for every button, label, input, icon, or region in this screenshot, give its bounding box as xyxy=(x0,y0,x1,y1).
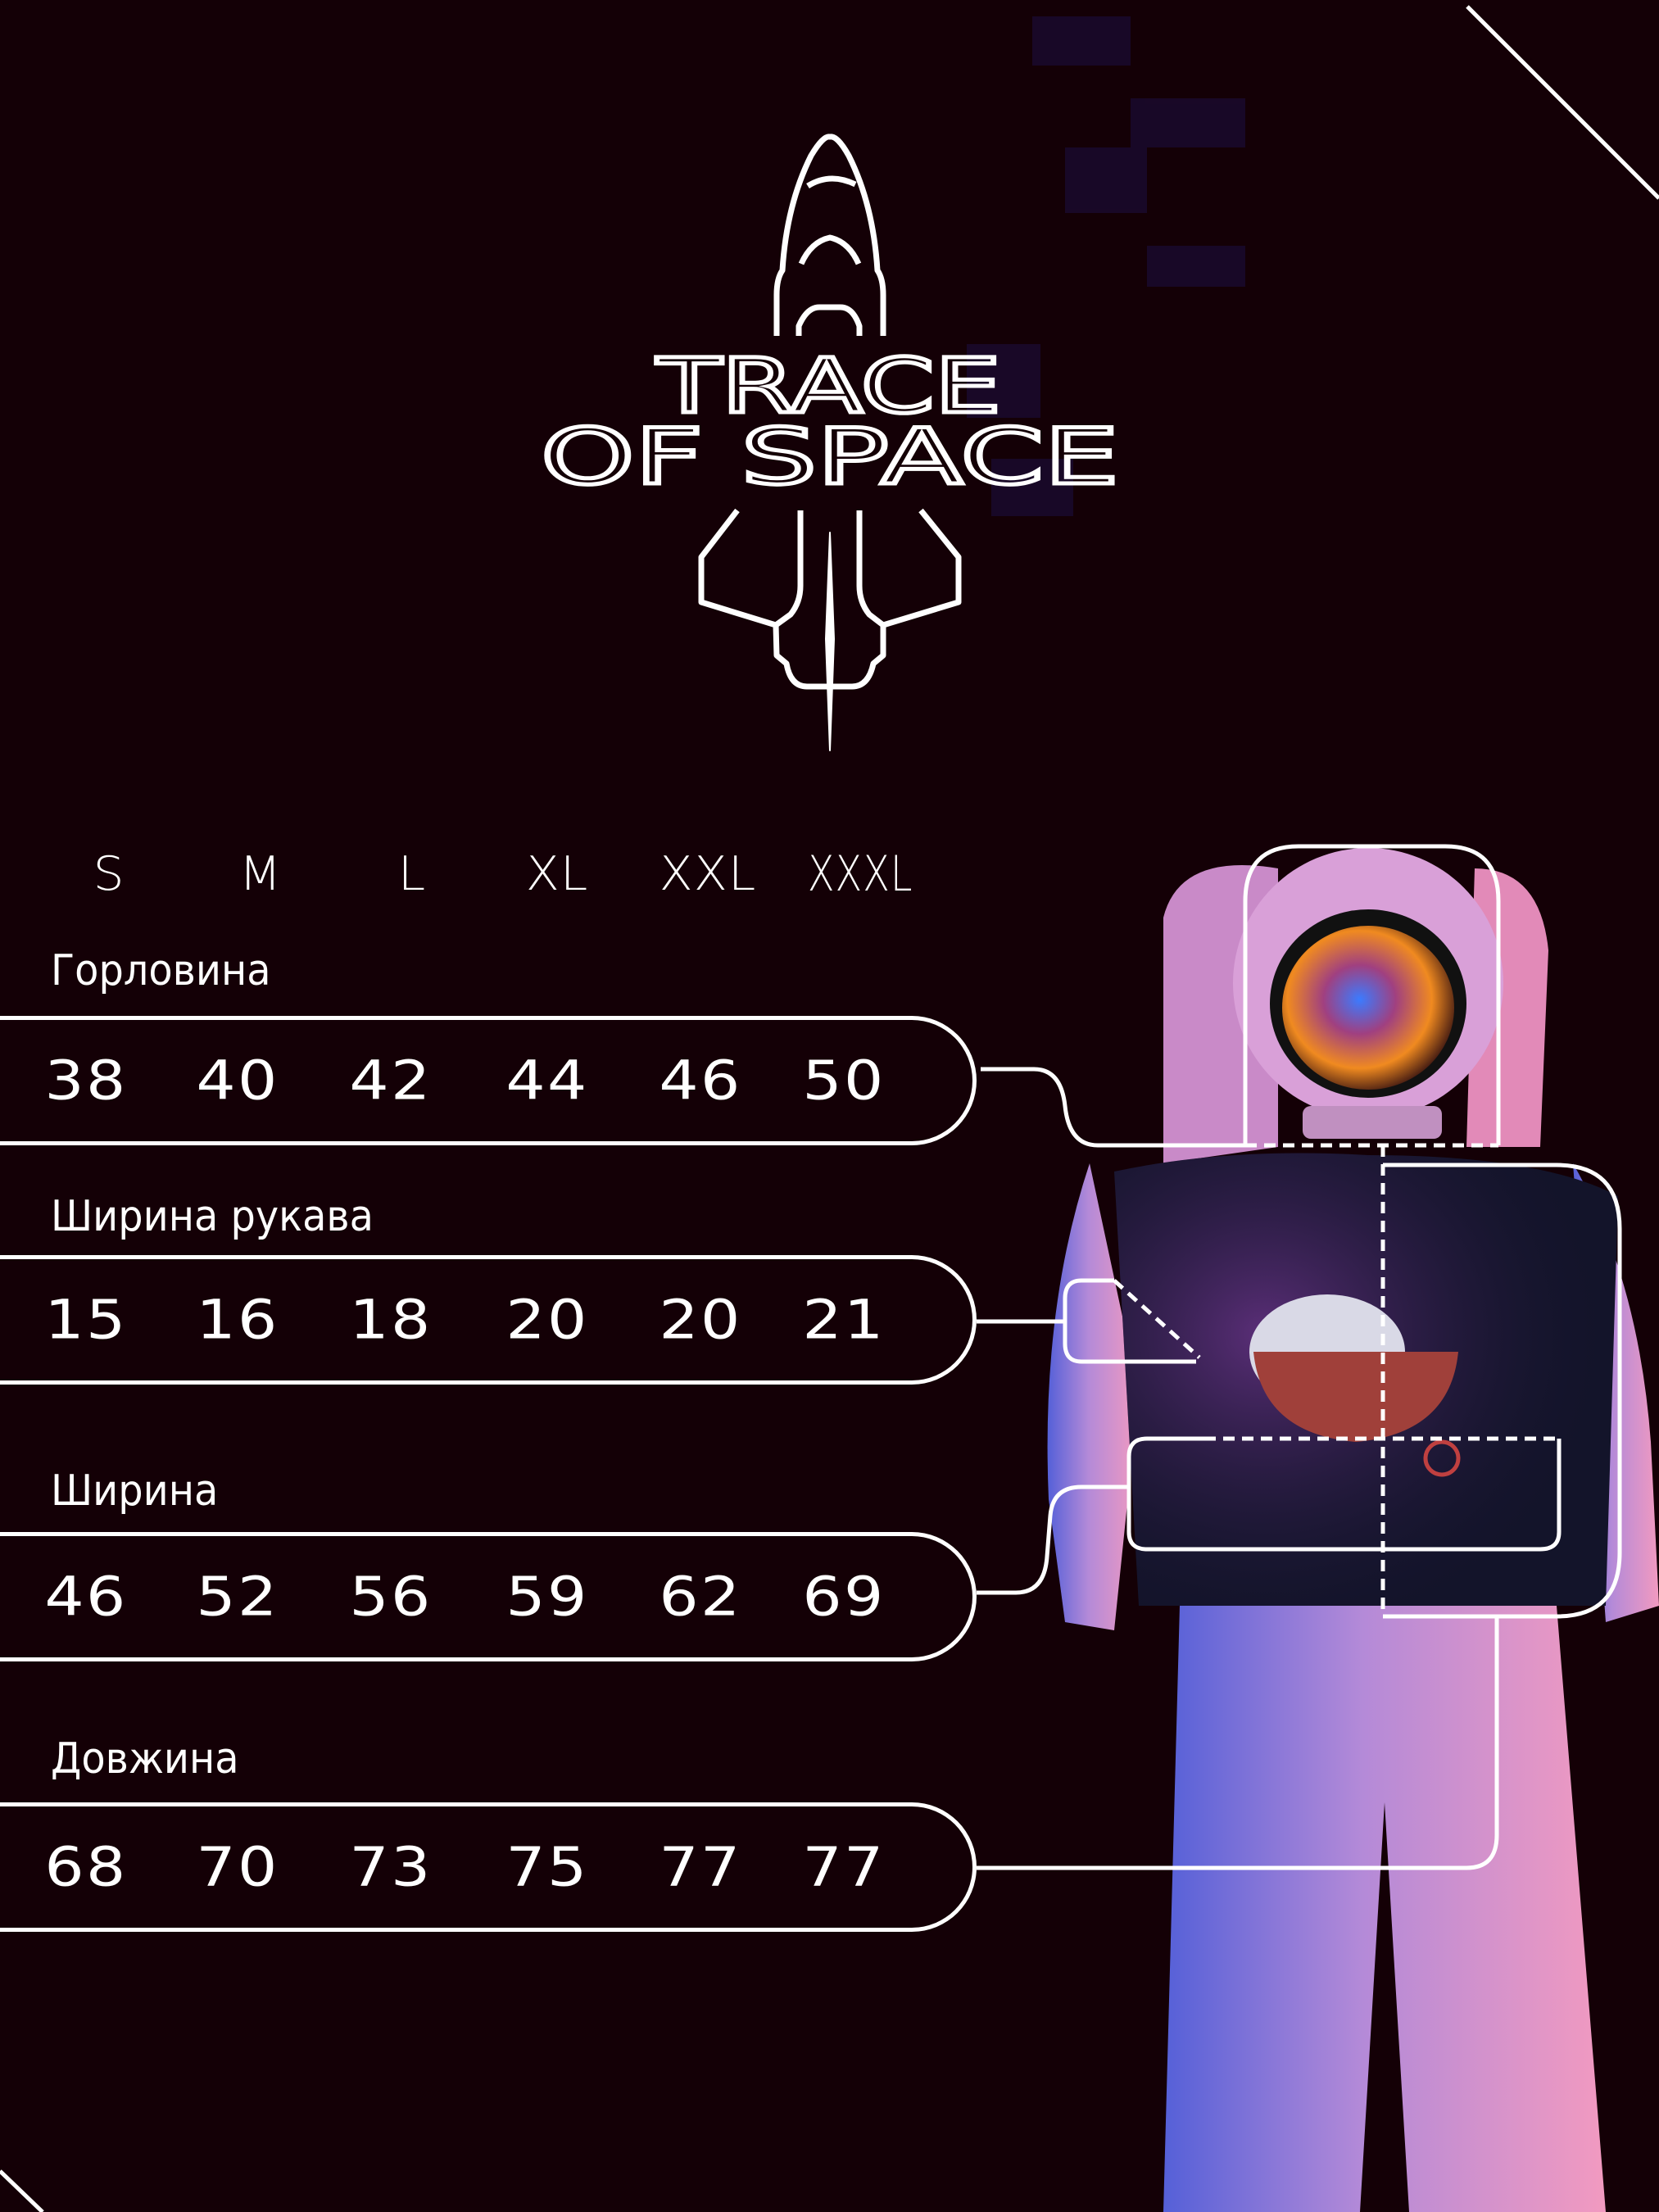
astronaut-image xyxy=(1047,848,1659,2212)
value: 56 xyxy=(349,1565,433,1629)
value: 40 xyxy=(196,1049,279,1113)
background-pattern xyxy=(967,16,1245,516)
neck-row: 38 40 42 44 46 50 xyxy=(0,1016,977,1145)
value: 77 xyxy=(659,1835,742,1899)
value: 73 xyxy=(349,1835,433,1899)
length-label: Довжина xyxy=(51,1734,239,1784)
value: 69 xyxy=(802,1565,886,1629)
value: 18 xyxy=(349,1288,433,1352)
measurement-guides xyxy=(977,844,1622,1870)
size-m: M xyxy=(238,846,283,902)
brand-line1: TRACE xyxy=(656,342,1001,430)
size-xl: XL xyxy=(525,846,589,902)
width-connector xyxy=(977,1484,1129,1595)
size-l: L xyxy=(397,846,427,902)
value: 44 xyxy=(505,1049,589,1113)
neck-guide-box xyxy=(1243,844,1501,1145)
neck-label: Горловина xyxy=(51,946,271,995)
value: 62 xyxy=(659,1565,742,1629)
value: 20 xyxy=(505,1288,589,1352)
value: 75 xyxy=(505,1835,589,1899)
value: 68 xyxy=(44,1835,128,1899)
value: 70 xyxy=(196,1835,279,1899)
value: 52 xyxy=(196,1565,279,1629)
width-guide-box xyxy=(1126,1436,1562,1552)
width-row: 46 52 56 59 62 69 xyxy=(0,1532,977,1661)
value: 21 xyxy=(802,1288,886,1352)
corner-line xyxy=(1466,5,1659,200)
value: 16 xyxy=(196,1288,279,1352)
chest-guide-box xyxy=(1383,1163,1622,1619)
sleeve-width-row: 15 16 18 20 20 21 xyxy=(0,1255,977,1385)
width-label: Ширина xyxy=(51,1466,219,1516)
value: 46 xyxy=(659,1049,742,1113)
value: 59 xyxy=(505,1565,589,1629)
value: 77 xyxy=(802,1835,886,1899)
brand-line2: OF SPACE xyxy=(541,413,1119,502)
value: 42 xyxy=(349,1049,433,1113)
size-xxl: XXL xyxy=(659,846,757,902)
length-row: 68 70 73 75 77 77 xyxy=(0,1802,977,1932)
size-xxxl: XXXL xyxy=(807,845,913,903)
value: 20 xyxy=(659,1288,742,1352)
corner-line xyxy=(0,2169,44,2212)
sleeve-width-label: Ширина рукава xyxy=(51,1192,374,1241)
value: 46 xyxy=(44,1565,128,1629)
size-s: S xyxy=(93,846,125,902)
neck-connector xyxy=(981,1067,1245,1148)
value: 38 xyxy=(44,1049,128,1113)
rocket-logo-icon xyxy=(698,134,962,751)
length-connector xyxy=(977,1616,1499,1870)
value: 50 xyxy=(802,1049,886,1113)
value: 15 xyxy=(44,1288,128,1352)
